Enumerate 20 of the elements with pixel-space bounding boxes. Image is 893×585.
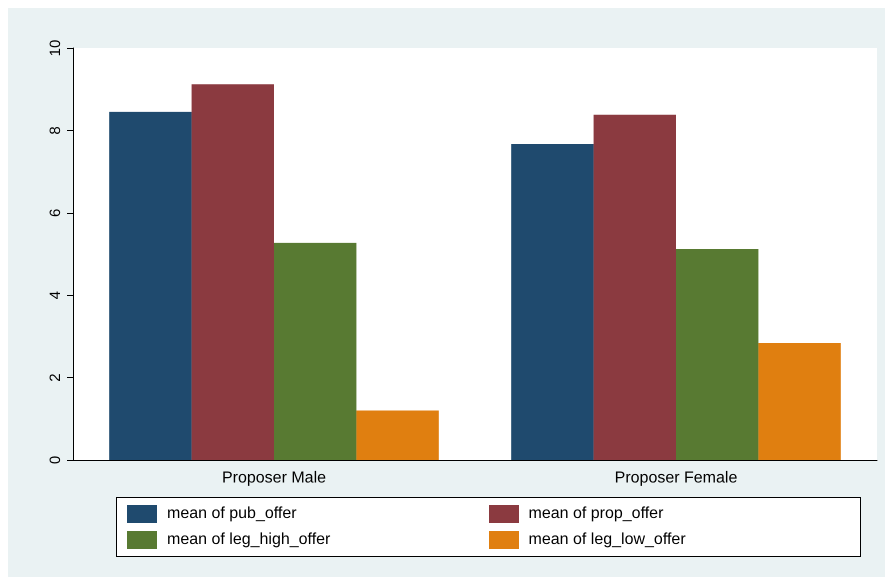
- x-tick-label: Proposer Female: [614, 470, 738, 486]
- y-tick-label: 6: [47, 208, 64, 217]
- bar: [758, 342, 841, 460]
- y-tick-label: 10: [47, 40, 64, 56]
- bar: [594, 114, 676, 460]
- y-tick-label: 2: [47, 373, 64, 382]
- y-tick-label: 8: [47, 126, 64, 135]
- y-tick-label: 0: [47, 456, 64, 464]
- legend-label: mean of leg_low_offer: [528, 531, 686, 549]
- y-tick-label: 4: [47, 291, 64, 300]
- bar: [192, 84, 274, 460]
- bar: [511, 144, 594, 460]
- x-tick-label: Proposer Male: [222, 470, 326, 486]
- legend-label: mean of leg_high_offer: [167, 531, 330, 549]
- bar: [274, 242, 356, 460]
- legend-label: mean of pub_offer: [167, 505, 297, 523]
- bar: [356, 410, 439, 460]
- legend-label: mean of prop_offer: [528, 505, 664, 523]
- bar: [109, 112, 192, 460]
- bar: [676, 249, 758, 460]
